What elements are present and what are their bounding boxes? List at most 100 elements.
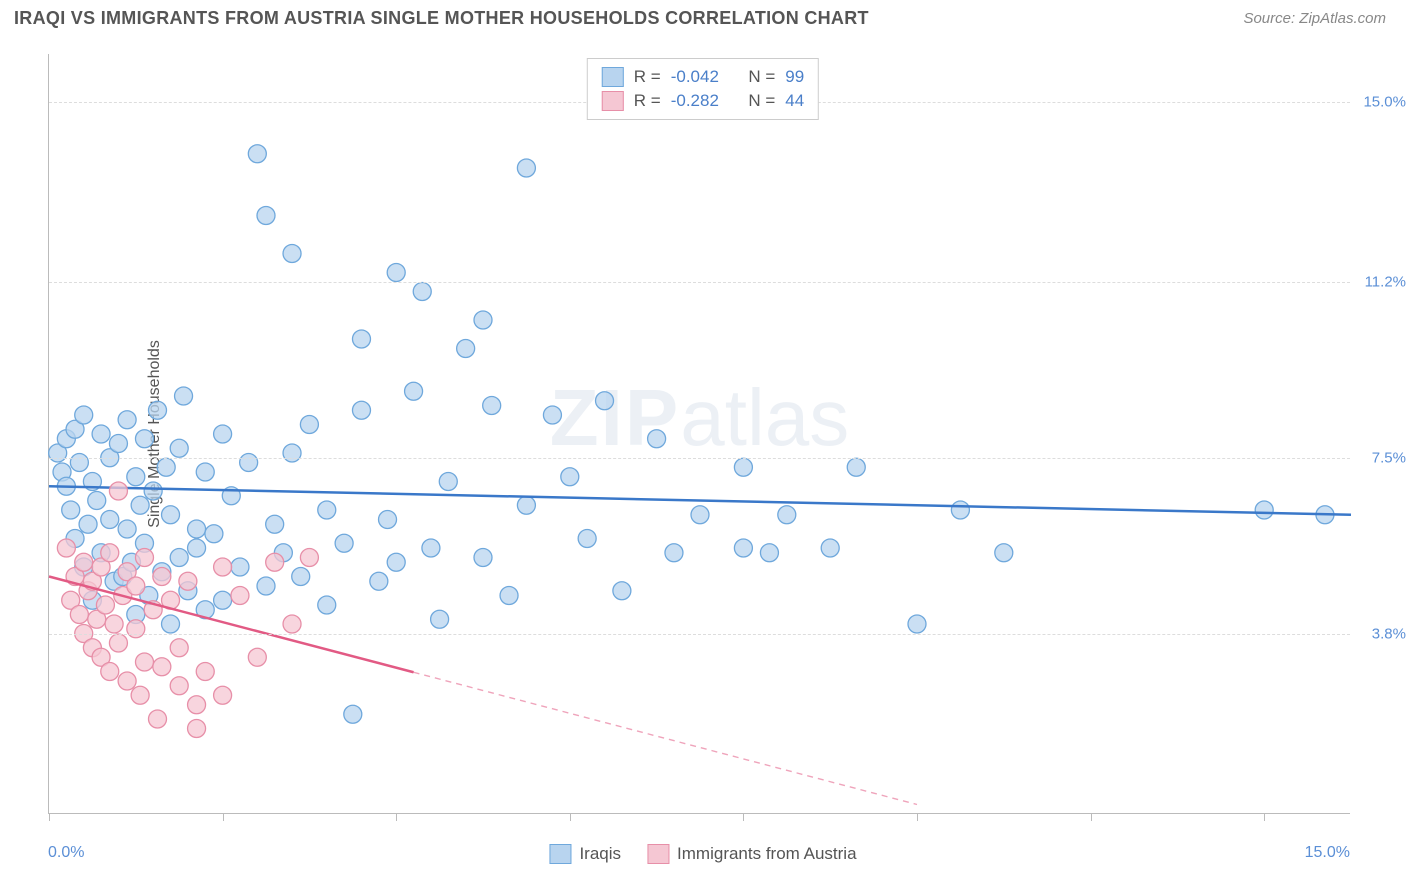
scatter-point <box>483 397 501 415</box>
scatter-point <box>613 582 631 600</box>
scatter-point <box>266 515 284 533</box>
scatter-point <box>240 454 258 472</box>
scatter-point <box>70 454 88 472</box>
gridline <box>49 634 1350 635</box>
scatter-point <box>175 387 193 405</box>
y-tick-label: 11.2% <box>1365 274 1406 291</box>
scatter-point <box>908 615 926 633</box>
stats-row-iraqis: R = -0.042 N = 99 <box>602 65 804 89</box>
scatter-point <box>596 392 614 410</box>
stats-N-label: N = <box>748 91 775 111</box>
scatter-point <box>214 558 232 576</box>
x-tick <box>49 813 50 821</box>
scatter-point <box>283 245 301 263</box>
scatter-point <box>101 544 119 562</box>
scatter-point <box>379 511 397 529</box>
y-tick-label: 15.0% <box>1363 93 1406 110</box>
stats-R-austria: -0.282 <box>671 91 719 111</box>
scatter-point <box>109 634 127 652</box>
legend-item-austria: Immigrants from Austria <box>647 844 857 864</box>
scatter-point <box>760 544 778 562</box>
scatter-point <box>92 425 110 443</box>
scatter-point <box>231 558 249 576</box>
swatch-iraqis <box>602 67 624 87</box>
scatter-point <box>300 416 318 434</box>
scatter-point <box>135 549 153 567</box>
scatter-point <box>318 501 336 519</box>
scatter-point <box>70 606 88 624</box>
chart-title: IRAQI VS IMMIGRANTS FROM AUSTRIA SINGLE … <box>14 8 869 29</box>
scatter-point <box>292 568 310 586</box>
scatter-point <box>344 705 362 723</box>
gridline <box>49 282 1350 283</box>
scatter-point <box>431 610 449 628</box>
scatter-point <box>352 330 370 348</box>
scatter-point <box>149 401 167 419</box>
scatter-point <box>109 482 127 500</box>
scatter-point <box>405 382 423 400</box>
scatter-point <box>422 539 440 557</box>
x-tick <box>396 813 397 821</box>
scatter-point <box>266 553 284 571</box>
scatter-point <box>105 615 123 633</box>
scatter-point <box>62 501 80 519</box>
x-tick <box>1264 813 1265 821</box>
scatter-point <box>96 596 114 614</box>
scatter-point <box>778 506 796 524</box>
legend-swatch-austria <box>647 844 669 864</box>
scatter-point <box>118 672 136 690</box>
scatter-point <box>847 458 865 476</box>
scatter-point <box>135 430 153 448</box>
scatter-point <box>335 534 353 552</box>
scatter-point <box>248 145 266 163</box>
scatter-point <box>75 553 93 571</box>
scatter-point <box>170 549 188 567</box>
x-tick <box>1091 813 1092 821</box>
scatter-point <box>248 648 266 666</box>
scatter-point <box>387 264 405 282</box>
stats-R-label: R = <box>634 67 661 87</box>
stats-N-label: N = <box>748 67 775 87</box>
scatter-point <box>153 568 171 586</box>
scatter-point <box>101 663 119 681</box>
scatter-point <box>500 587 518 605</box>
scatter-point <box>474 549 492 567</box>
scatter-point <box>131 496 149 514</box>
scatter-point <box>257 577 275 595</box>
scatter-point <box>101 511 119 529</box>
scatter-point <box>188 696 206 714</box>
stats-row-austria: R = -0.282 N = 44 <box>602 89 804 113</box>
scatter-point <box>951 501 969 519</box>
scatter-point <box>413 283 431 301</box>
scatter-point <box>205 525 223 543</box>
scatter-point <box>188 720 206 738</box>
scatter-point <box>127 620 145 638</box>
scatter-point <box>135 653 153 671</box>
stats-N-austria: 44 <box>785 91 804 111</box>
scatter-point <box>561 468 579 486</box>
scatter-point <box>162 615 180 633</box>
scatter-point <box>75 406 93 424</box>
scatter-point <box>170 439 188 457</box>
scatter-point <box>370 572 388 590</box>
x-axis-min-label: 0.0% <box>48 844 84 862</box>
scatter-point <box>188 520 206 538</box>
scatter-point <box>88 492 106 510</box>
x-tick <box>570 813 571 821</box>
scatter-point <box>127 468 145 486</box>
legend-swatch-iraqis <box>549 844 571 864</box>
scatter-point <box>214 425 232 443</box>
scatter-point <box>352 401 370 419</box>
scatter-point <box>257 207 275 225</box>
scatter-point <box>318 596 336 614</box>
scatter-point <box>517 496 535 514</box>
scatter-point <box>118 520 136 538</box>
scatter-point <box>153 658 171 676</box>
plot-area: Single Mother Households ZIPatlas 3.8%7.… <box>48 54 1350 814</box>
scatter-point <box>283 615 301 633</box>
scatter-point <box>188 539 206 557</box>
scatter-point <box>57 539 75 557</box>
scatter-point <box>439 473 457 491</box>
scatter-point <box>300 549 318 567</box>
scatter-point <box>179 572 197 590</box>
